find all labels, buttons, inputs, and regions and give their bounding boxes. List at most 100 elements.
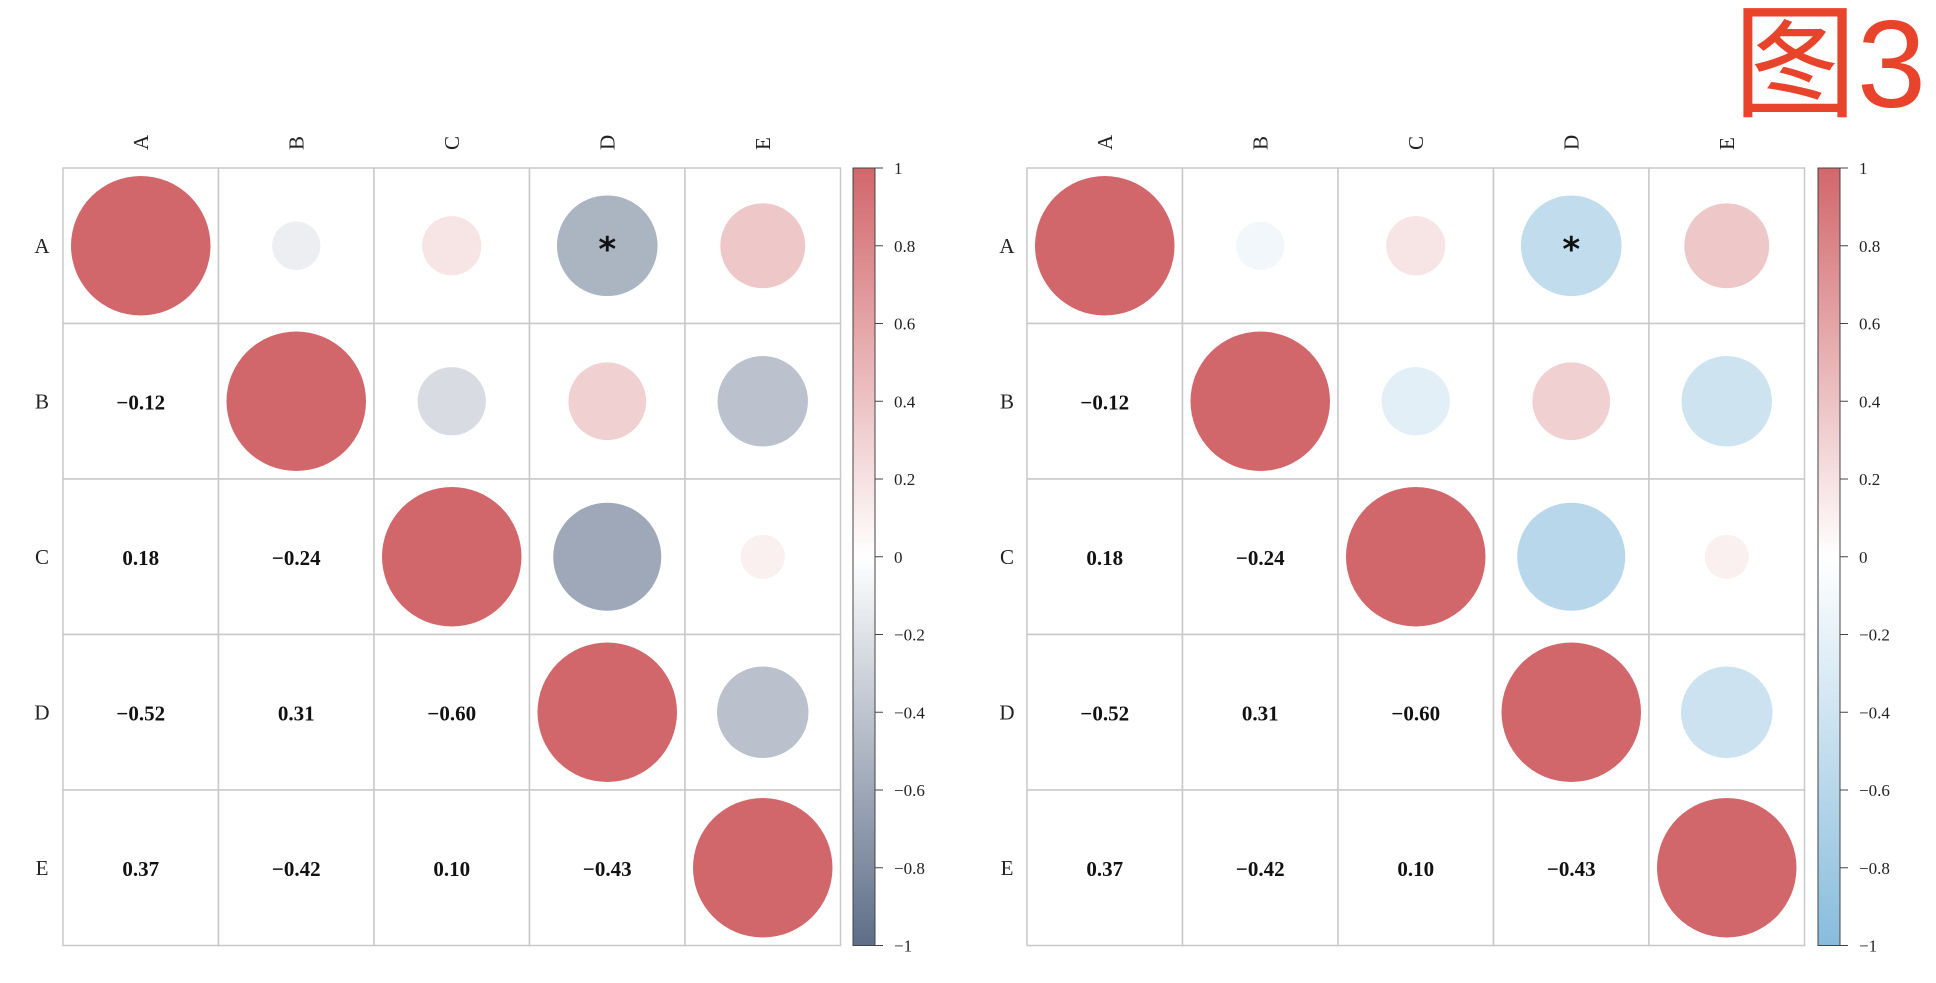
grid-cell <box>217 633 375 791</box>
row-label: D <box>34 700 49 724</box>
colorbar-tick-label: 0 <box>894 548 903 567</box>
column-label: D <box>595 135 619 150</box>
corr-value-E-C: 0.10 <box>1397 857 1434 881</box>
colorbar-tick-label: 1 <box>894 159 903 178</box>
significance-mark: * <box>1562 230 1580 270</box>
colorbar-tick-label: −0.4 <box>894 703 925 722</box>
row-label: A <box>999 234 1015 258</box>
column-label: B <box>284 136 308 150</box>
corr-value-E-A: 0.37 <box>122 857 159 881</box>
grid-cell <box>62 789 220 947</box>
corr-value-C-A: 0.18 <box>1086 546 1123 570</box>
grid-cell <box>217 478 375 636</box>
grid-cell <box>1026 322 1184 480</box>
row-label: E <box>36 856 49 880</box>
row-label: A <box>34 234 50 258</box>
colorbar-tick-label: 0.6 <box>1859 315 1880 334</box>
corr-value-E-B: −0.42 <box>272 857 321 881</box>
grid-cell <box>373 789 531 947</box>
grid-cell <box>1026 789 1184 947</box>
column-label: B <box>1248 136 1272 150</box>
colorbar-tick-label: 0.2 <box>1859 470 1880 489</box>
column-label: E <box>751 137 775 150</box>
colorbar-tick-label: −0.2 <box>1859 626 1890 645</box>
colorbar-tick-label: −1 <box>894 937 912 956</box>
corr-value-D-B: 0.31 <box>278 701 315 725</box>
corr-value-D-A: −0.52 <box>1080 701 1129 725</box>
corr-circle-C-E <box>1704 534 1749 579</box>
corr-circle-C-D <box>553 502 662 611</box>
colorbar-tick-label: 0 <box>1859 548 1868 567</box>
corr-value-E-D: −0.43 <box>1547 857 1596 881</box>
corr-value-E-D: −0.43 <box>583 857 632 881</box>
corr-circle-B-D <box>1532 362 1611 441</box>
corr-circle-A-A <box>1035 176 1175 316</box>
colorbar-tick-label: −0.6 <box>894 781 925 800</box>
corr-circle-A-D <box>556 195 658 297</box>
colorbar-tick-label: 0.2 <box>894 470 915 489</box>
colorbar-tick-label: 0.6 <box>894 315 915 334</box>
column-label: D <box>1559 135 1583 150</box>
corr-value-D-A: −0.52 <box>116 701 165 725</box>
grid-cell <box>1181 789 1339 947</box>
corr-value-C-B: −0.24 <box>272 546 321 570</box>
corr-value-E-C: 0.10 <box>433 857 470 881</box>
column-label: A <box>129 134 153 150</box>
row-label: C <box>1000 545 1014 569</box>
grid-cell <box>1026 633 1184 791</box>
row-label: B <box>35 389 49 413</box>
corr-value-B-A: −0.12 <box>116 390 165 414</box>
colorbar-tick-label: 1 <box>1859 159 1868 178</box>
colorbar-tick-label: 0.4 <box>1859 392 1881 411</box>
grid-cell <box>528 789 686 947</box>
corr-circle-B-D <box>568 362 647 441</box>
colorbar-tick-label: 0.4 <box>894 392 916 411</box>
corr-circle-B-E <box>1681 356 1772 447</box>
corr-circle-A-E <box>720 203 806 289</box>
colorbar <box>852 167 876 946</box>
colorbar-tick-label: −0.2 <box>894 626 925 645</box>
column-label: A <box>1093 134 1117 150</box>
column-label: C <box>1404 136 1428 150</box>
row-label: E <box>1001 856 1014 880</box>
row-label: B <box>1000 389 1014 413</box>
corr-circle-D-E <box>1681 666 1773 758</box>
colorbar-tick-label: 0.8 <box>1859 237 1880 256</box>
row-label: C <box>35 545 49 569</box>
colorbar-tick-label: 0.8 <box>894 237 915 256</box>
colorbar-tick-label: −0.8 <box>894 859 925 878</box>
colorbar-tick-label: −0.8 <box>1859 859 1890 878</box>
corr-circle-E-E <box>693 798 833 938</box>
grid-cell <box>1181 478 1339 636</box>
corr-circle-C-E <box>740 534 785 579</box>
grid-cell <box>62 633 220 791</box>
row-label: D <box>999 700 1014 724</box>
column-label: E <box>1715 137 1739 150</box>
significance-mark: * <box>598 230 616 270</box>
colorbar-tick-label: −0.6 <box>1859 781 1890 800</box>
corr-circle-B-C <box>417 367 486 436</box>
corr-value-E-B: −0.42 <box>1236 857 1285 881</box>
corr-value-D-B: 0.31 <box>1242 701 1279 725</box>
colorbar <box>1817 167 1841 946</box>
figure-label: 图3 <box>1733 0 1926 134</box>
corr-circle-A-C <box>422 216 482 276</box>
corr-value-C-A: 0.18 <box>122 546 159 570</box>
corr-circle-B-C <box>1381 367 1450 436</box>
corr-value-C-B: −0.24 <box>1236 546 1285 570</box>
column-label: C <box>440 136 464 150</box>
corr-circle-A-B <box>1236 221 1285 270</box>
corr-circle-E-E <box>1657 798 1797 938</box>
corr-value-B-A: −0.12 <box>1080 390 1129 414</box>
corr-circle-A-A <box>71 176 211 316</box>
grid-cell <box>217 789 375 947</box>
colorbar-tick-label: −1 <box>1859 937 1877 956</box>
corr-circle-A-E <box>1684 203 1770 289</box>
corr-value-E-A: 0.37 <box>1086 857 1123 881</box>
corr-circle-B-B <box>226 331 366 471</box>
corr-circle-C-C <box>382 487 522 627</box>
corr-circle-B-E <box>717 356 808 447</box>
corr-circle-D-D <box>537 642 677 782</box>
corr-circle-C-D <box>1517 502 1626 611</box>
